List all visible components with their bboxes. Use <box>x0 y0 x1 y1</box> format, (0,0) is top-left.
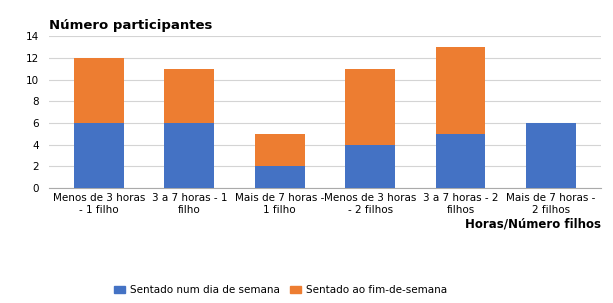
Bar <box>526 123 576 188</box>
Bar <box>255 134 305 166</box>
Bar <box>345 145 395 188</box>
Bar <box>436 134 485 188</box>
X-axis label: Horas/Número filhos: Horas/Número filhos <box>465 218 601 231</box>
Bar <box>164 69 214 123</box>
Bar <box>74 58 124 123</box>
Bar <box>164 123 214 188</box>
Bar <box>74 123 124 188</box>
Text: Número participantes: Número participantes <box>49 19 213 32</box>
Bar <box>436 47 485 134</box>
Bar <box>345 69 395 145</box>
Bar <box>255 166 305 188</box>
Legend: Sentado num dia de semana, Sentado ao fim-de-semana: Sentado num dia de semana, Sentado ao fi… <box>110 281 451 299</box>
